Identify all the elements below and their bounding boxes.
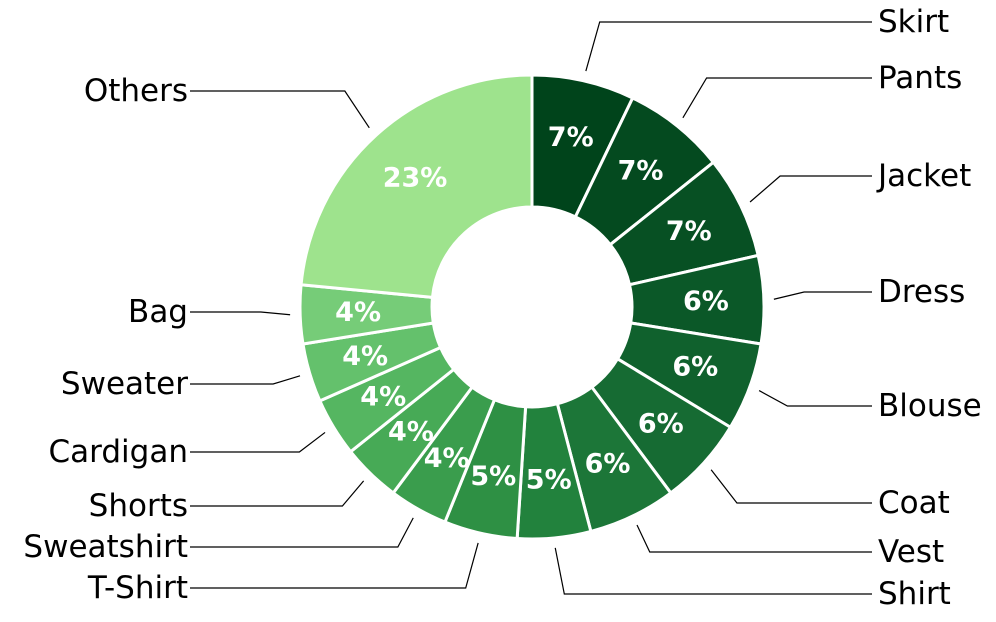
category-label-bag: Bag — [128, 294, 188, 330]
category-label-vest: Vest — [878, 534, 944, 570]
leader-lines-layer — [190, 21, 872, 595]
leader-line-vest — [636, 524, 872, 553]
category-label-jacket: Jacket — [876, 158, 971, 194]
leader-line-sweater — [190, 375, 301, 385]
category-label-others: Others — [84, 73, 188, 109]
category-label-coat: Coat — [878, 485, 950, 521]
percent-label-cardigan: 4% — [360, 382, 406, 413]
leader-line-dress — [773, 291, 872, 300]
category-label-sweatshirt: Sweatshirt — [23, 529, 188, 565]
leader-line-pants — [682, 77, 872, 119]
category-label-shirt: Shirt — [878, 576, 951, 612]
percent-label-coat: 6% — [638, 408, 684, 439]
percent-labels-layer: 7%7%7%6%6%6%6%5%5%4%4%4%4%4%23% — [335, 122, 729, 496]
leader-line-cardigan — [190, 431, 326, 453]
percent-label-skirt: 7% — [548, 122, 594, 153]
percent-label-others: 23% — [383, 163, 448, 194]
percent-label-shorts: 4% — [388, 416, 434, 447]
percent-label-blouse: 6% — [672, 352, 718, 383]
category-label-t-shirt: T-Shirt — [87, 570, 188, 606]
leader-line-jacket — [749, 175, 872, 203]
category-label-blouse: Blouse — [878, 388, 982, 424]
leader-line-shorts — [190, 480, 365, 507]
percent-label-dress: 6% — [683, 286, 729, 317]
leader-line-blouse — [758, 390, 872, 407]
leader-line-coat — [710, 469, 872, 504]
category-label-skirt: Skirt — [878, 4, 949, 40]
leader-line-t-shirt — [190, 542, 479, 589]
category-label-dress: Dress — [878, 274, 965, 310]
leader-line-skirt — [585, 21, 872, 72]
percent-label-t-shirt: 5% — [470, 461, 516, 492]
percent-label-bag: 4% — [335, 297, 381, 328]
category-label-sweater: Sweater — [61, 366, 188, 402]
category-labels-layer: Skirt Pants Jacket Dress Blouse Coat Vest Shirt… — [23, 4, 981, 612]
percent-label-pants: 7% — [618, 155, 664, 186]
percent-label-vest: 6% — [585, 448, 631, 479]
category-label-pants: Pants — [878, 60, 962, 96]
leader-line-shirt — [554, 547, 872, 595]
percent-label-shirt: 5% — [526, 465, 572, 496]
leader-line-bag — [190, 311, 291, 316]
percent-label-sweatshirt: 4% — [424, 443, 470, 474]
percent-label-jacket: 7% — [666, 216, 712, 247]
slices-layer — [298, 73, 766, 541]
leader-line-others — [190, 90, 370, 129]
leader-line-sweatshirt — [190, 517, 414, 548]
category-label-shorts: Shorts — [89, 488, 188, 524]
category-label-cardigan: Cardigan — [49, 434, 188, 470]
percent-label-sweater: 4% — [342, 341, 388, 372]
slice-others — [299, 73, 534, 299]
